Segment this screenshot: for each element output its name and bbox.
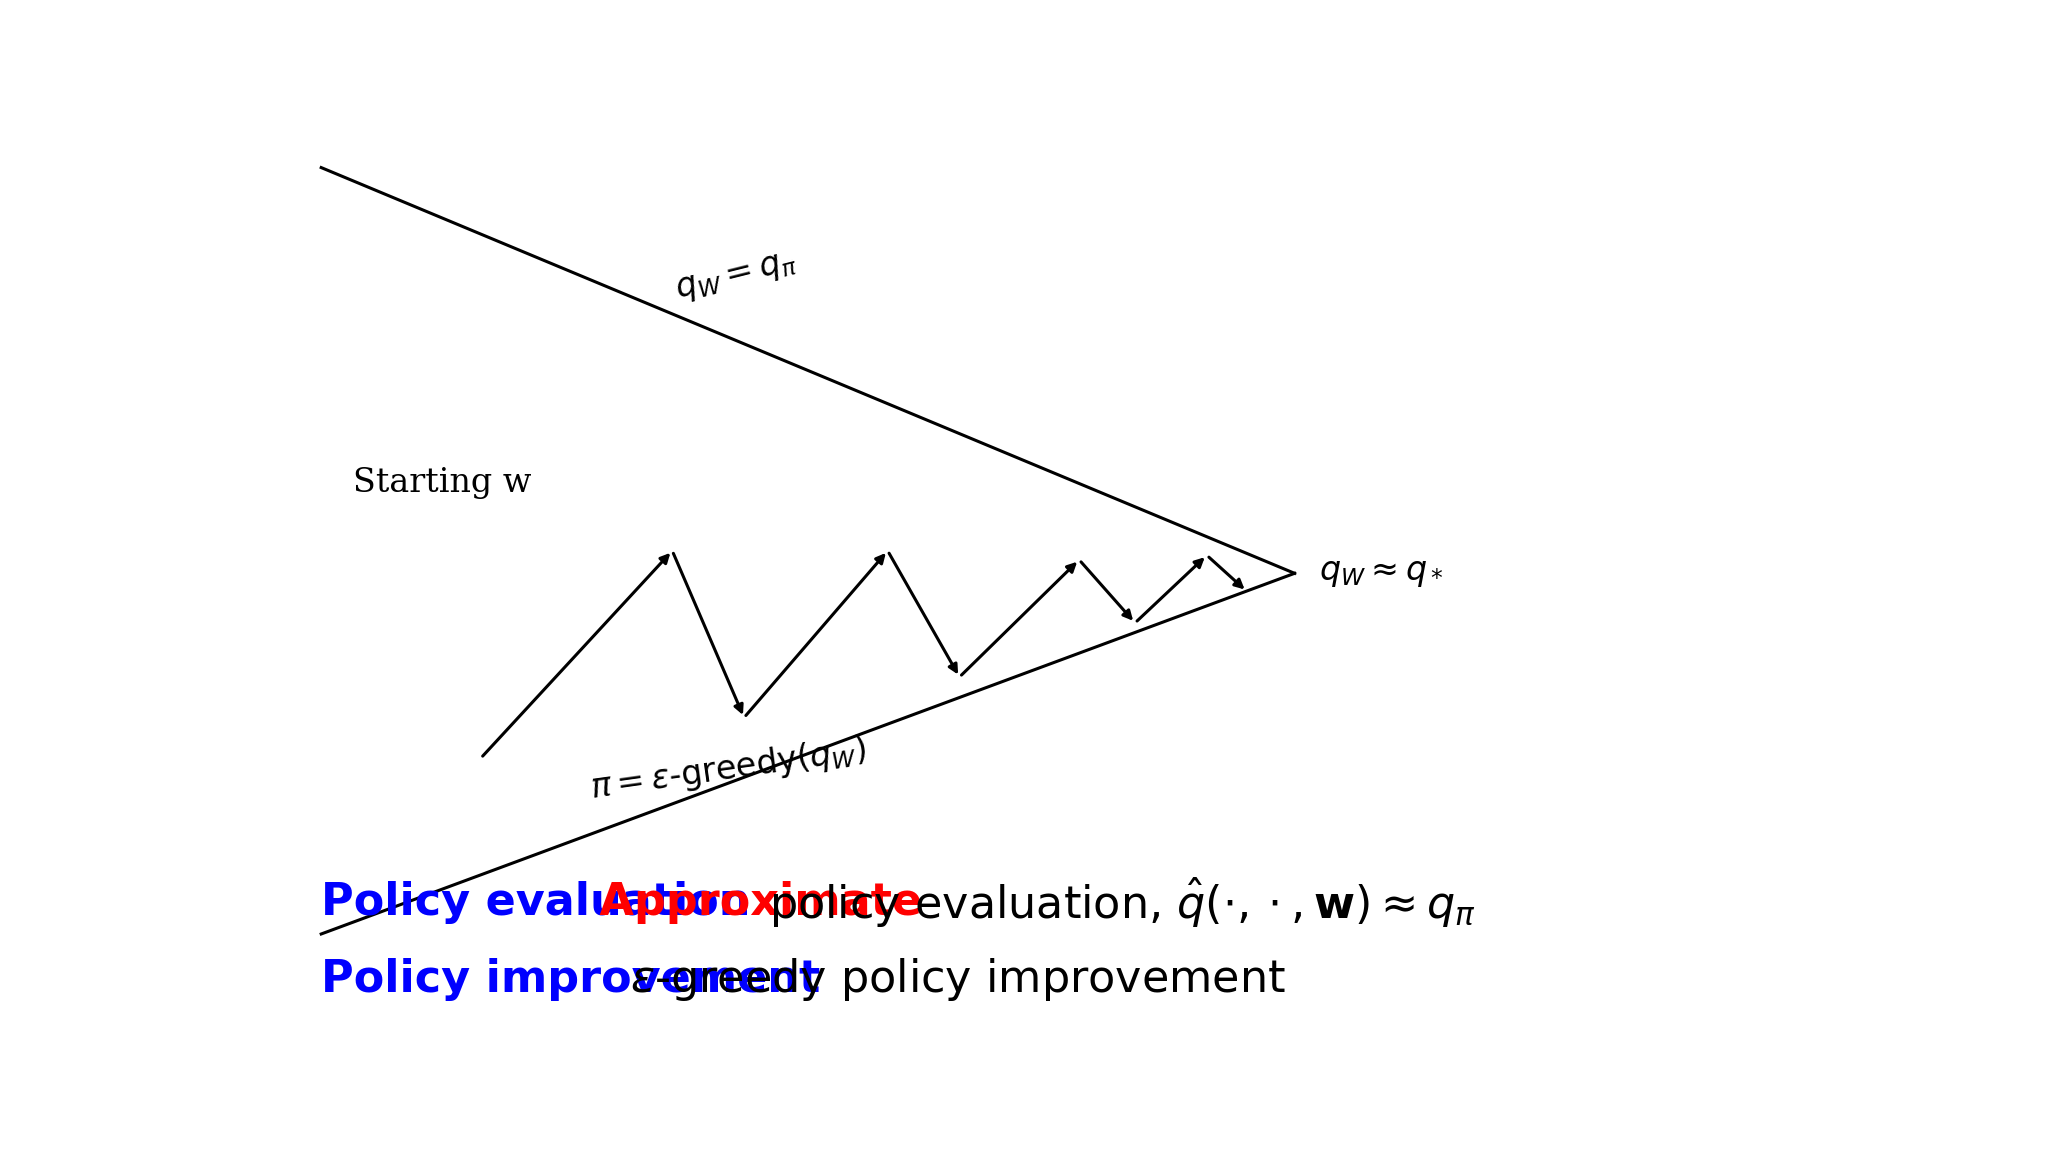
Text: policy evaluation, $\hat{q}(\cdot, \cdot, \mathbf{w}) \approx q_\pi$: policy evaluation, $\hat{q}(\cdot, \cdot… — [756, 875, 1476, 930]
Text: $q_W = q_\pi$: $q_W = q_\pi$ — [671, 246, 801, 307]
Text: $q_W \approx q_*$: $q_W \approx q_*$ — [1318, 557, 1443, 589]
Text: $\pi = \varepsilon\text{-greedy}(q_W)$: $\pi = \varepsilon\text{-greedy}(q_W)$ — [587, 731, 869, 807]
Text: Starting w: Starting w — [354, 467, 531, 499]
Text: Approximate: Approximate — [585, 881, 922, 924]
Text: $\epsilon$-greedy policy improvement: $\epsilon$-greedy policy improvement — [616, 956, 1287, 1002]
Text: Policy evaluation: Policy evaluation — [321, 881, 752, 924]
Text: Policy improvement: Policy improvement — [321, 958, 819, 1000]
